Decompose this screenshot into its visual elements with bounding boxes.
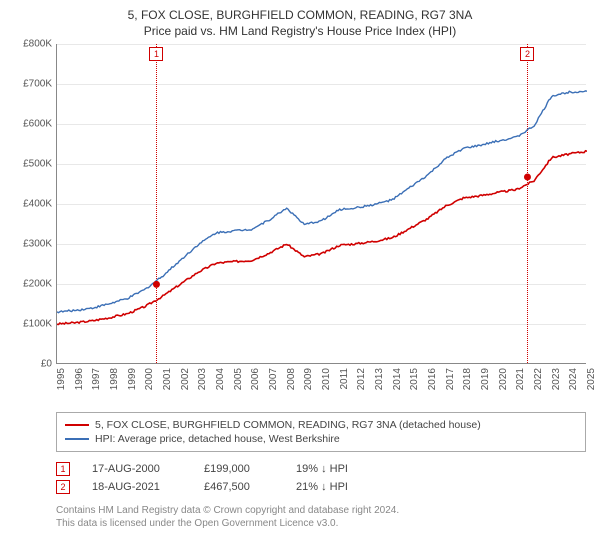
chart-area: £0£100K£200K£300K£400K£500K£600K£700K£80…	[12, 44, 588, 406]
attribution-line-2: This data is licensed under the Open Gov…	[56, 517, 586, 530]
attribution: Contains HM Land Registry data © Crown c…	[56, 504, 586, 530]
legend-swatch-hpi	[65, 438, 89, 440]
legend: 5, FOX CLOSE, BURGHFIELD COMMON, READING…	[56, 412, 586, 452]
x-tick-label: 2013	[374, 368, 385, 390]
y-tick-label: £0	[41, 359, 52, 370]
chart-titles: 5, FOX CLOSE, BURGHFIELD COMMON, READING…	[12, 8, 588, 44]
x-tick-label: 2011	[339, 368, 350, 390]
legend-swatch-price-paid	[65, 424, 89, 426]
x-axis: 1995 1996 1997 1998 1999 2000 2001 2002 2003 2004…	[56, 364, 586, 406]
transactions-table: 1 17-AUG-2000 £199,000 19% ↓ HPI 2 18-AU…	[56, 458, 586, 498]
transaction-marker-icon: 1	[56, 462, 70, 476]
transaction-price: £199,000	[204, 463, 274, 475]
y-tick-label: £100K	[23, 319, 52, 330]
x-tick-label: 1999	[127, 368, 138, 390]
transaction-date: 17-AUG-2000	[92, 463, 182, 475]
legend-item-price-paid: 5, FOX CLOSE, BURGHFIELD COMMON, READING…	[65, 419, 577, 431]
x-tick-label: 2024	[568, 368, 579, 390]
transaction-date: 18-AUG-2021	[92, 481, 182, 493]
chart-container: 5, FOX CLOSE, BURGHFIELD COMMON, READING…	[0, 0, 600, 560]
y-tick-label: £500K	[23, 159, 52, 170]
x-tick-label: 2019	[480, 368, 491, 390]
chart-marker: 1	[149, 47, 163, 61]
y-tick-label: £800K	[23, 39, 52, 50]
y-tick-label: £300K	[23, 239, 52, 250]
x-tick-label: 1996	[74, 368, 85, 390]
y-tick-label: £700K	[23, 79, 52, 90]
x-tick-label: 2007	[268, 368, 279, 390]
transaction-marker-icon: 2	[56, 480, 70, 494]
attribution-line-1: Contains HM Land Registry data © Crown c…	[56, 504, 586, 517]
line-series-svg	[57, 44, 587, 364]
x-tick-label: 2004	[215, 368, 226, 390]
plot-area: 12	[56, 44, 586, 364]
title-line-1: 5, FOX CLOSE, BURGHFIELD COMMON, READING…	[12, 8, 588, 22]
x-tick-label: 1995	[56, 368, 67, 390]
transaction-row: 2 18-AUG-2021 £467,500 21% ↓ HPI	[56, 480, 586, 494]
x-tick-label: 2009	[303, 368, 314, 390]
series-price_paid	[57, 151, 587, 325]
series-hpi	[57, 91, 587, 313]
x-tick-label: 2020	[498, 368, 509, 390]
x-tick-label: 2008	[286, 368, 297, 390]
x-tick-label: 1998	[109, 368, 120, 390]
title-line-2: Price paid vs. HM Land Registry's House …	[12, 24, 588, 38]
x-tick-label: 2014	[392, 368, 403, 390]
marker-dot	[153, 281, 160, 288]
x-tick-label: 2005	[233, 368, 244, 390]
x-tick-label: 2003	[197, 368, 208, 390]
transaction-pct-vs-hpi: 19% ↓ HPI	[296, 463, 386, 475]
x-tick-label: 2010	[321, 368, 332, 390]
x-tick-label: 2018	[462, 368, 473, 390]
x-tick-label: 2017	[445, 368, 456, 390]
x-tick-label: 2012	[356, 368, 367, 390]
chart-marker: 2	[520, 47, 534, 61]
y-axis: £0£100K£200K£300K£400K£500K£600K£700K£80…	[12, 44, 56, 364]
x-tick-label: 2022	[533, 368, 544, 390]
x-tick-label: 2025	[586, 368, 597, 390]
transaction-row: 1 17-AUG-2000 £199,000 19% ↓ HPI	[56, 462, 586, 476]
x-tick-label: 2021	[515, 368, 526, 390]
legend-label-price-paid: 5, FOX CLOSE, BURGHFIELD COMMON, READING…	[95, 419, 481, 431]
transaction-pct-vs-hpi: 21% ↓ HPI	[296, 481, 386, 493]
x-tick-label: 1997	[91, 368, 102, 390]
y-tick-label: £600K	[23, 119, 52, 130]
x-tick-label: 2015	[409, 368, 420, 390]
legend-label-hpi: HPI: Average price, detached house, West…	[95, 433, 340, 445]
x-tick-label: 2016	[427, 368, 438, 390]
legend-item-hpi: HPI: Average price, detached house, West…	[65, 433, 577, 445]
transaction-price: £467,500	[204, 481, 274, 493]
x-tick-label: 2001	[162, 368, 173, 390]
y-tick-label: £400K	[23, 199, 52, 210]
marker-dot	[524, 174, 531, 181]
x-tick-label: 2002	[180, 368, 191, 390]
x-tick-label: 2000	[144, 368, 155, 390]
x-tick-label: 2023	[551, 368, 562, 390]
y-tick-label: £200K	[23, 279, 52, 290]
x-tick-label: 2006	[250, 368, 261, 390]
